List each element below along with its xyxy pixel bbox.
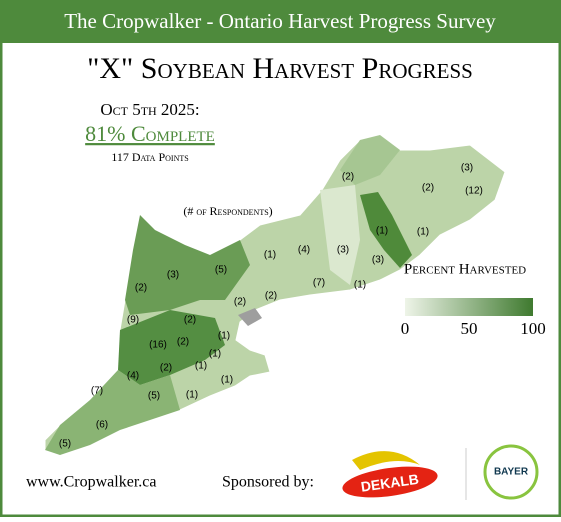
region-dark xyxy=(125,215,250,315)
region-label: (7) xyxy=(313,278,325,289)
region-label: (2) xyxy=(422,183,434,194)
region-label: (1) xyxy=(417,227,429,238)
legend-tick-label: 100 xyxy=(520,319,546,338)
region-label: (2) xyxy=(135,283,147,294)
region-mid xyxy=(45,370,180,455)
region-label: (9) xyxy=(127,315,139,326)
region-label: (7) xyxy=(91,386,103,397)
legend-tick-label: 50 xyxy=(461,319,478,338)
region-label: (2) xyxy=(342,172,354,183)
legend-title: Percent Harvested xyxy=(404,261,526,277)
legend-bar xyxy=(405,298,533,316)
header-title: The Cropwalker - Ontario Harvest Progres… xyxy=(64,9,496,33)
map-title: "X" Soybean Harvest Progress xyxy=(87,52,473,85)
region-dark xyxy=(360,192,412,268)
region-mid xyxy=(340,135,400,185)
region-dark xyxy=(118,310,225,385)
region-label: (2) xyxy=(234,297,246,308)
region-label: (2) xyxy=(160,363,172,374)
respondents-note: (# of Respondents) xyxy=(183,204,272,218)
region-light xyxy=(320,185,360,285)
data-points: 117 Data Points xyxy=(111,150,188,164)
map xyxy=(44,134,506,456)
region-label: (3) xyxy=(337,245,349,256)
dekalb-logo xyxy=(342,466,438,498)
dekalb-wing xyxy=(352,451,420,470)
region-label: (1) xyxy=(218,331,230,342)
region-label: (2) xyxy=(265,291,277,302)
region-label: (5) xyxy=(59,439,71,450)
region-label: (5) xyxy=(148,391,160,402)
region-label: (2) xyxy=(177,337,189,348)
region-label: (4) xyxy=(298,245,310,256)
region-nodata xyxy=(238,308,262,326)
region-label: (4) xyxy=(127,371,139,382)
region-label: (1) xyxy=(195,361,207,372)
region-label: (2) xyxy=(184,315,196,326)
region-label: (16) xyxy=(149,340,167,351)
region-label: (3) xyxy=(167,270,179,281)
region-label: (12) xyxy=(465,186,483,197)
bayer-text: BAYER xyxy=(494,467,529,478)
region-label: (6) xyxy=(96,420,108,431)
complete: 81% Complete xyxy=(85,121,215,146)
region-label: (1) xyxy=(221,375,233,386)
legend-tick-label: 0 xyxy=(401,319,410,338)
region-label: (1) xyxy=(264,250,276,261)
region-label: (1) xyxy=(209,349,221,360)
sponsored-by: Sponsored by: xyxy=(222,474,314,491)
region-label: (5) xyxy=(215,265,227,276)
region-label: (3) xyxy=(461,163,473,174)
region-label: (3) xyxy=(372,255,384,266)
bayer-logo xyxy=(483,444,539,500)
region-label: (1) xyxy=(186,390,198,401)
region-label: (1) xyxy=(376,226,388,237)
region-label: (1) xyxy=(354,280,366,291)
website: www.Cropwalker.ca xyxy=(26,474,156,491)
date: Oct 5th 2025: xyxy=(100,100,199,119)
header-bar xyxy=(1,1,560,43)
